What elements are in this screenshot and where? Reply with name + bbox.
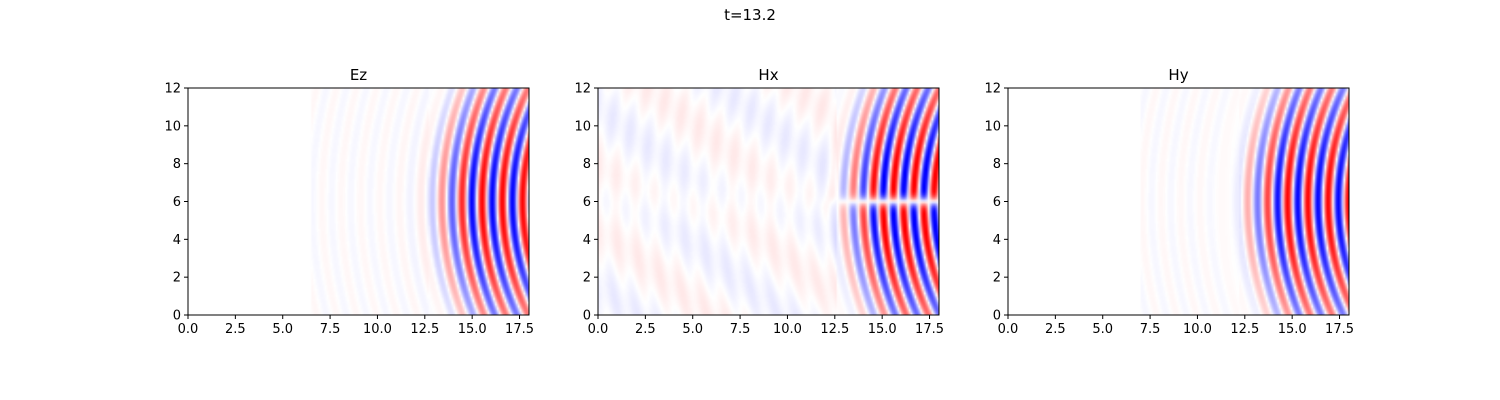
subplot-title: Ez: [350, 66, 367, 84]
x-tick-label: 0.0: [588, 322, 609, 337]
x-tick-label: 5.0: [1092, 322, 1113, 337]
x-tick-label: 7.5: [320, 322, 341, 337]
x-tick-label: 0.0: [998, 322, 1019, 337]
y-tick-label: 8: [583, 157, 591, 172]
x-tick-label: 15.0: [868, 322, 897, 337]
x-tick-label: 17.5: [915, 322, 944, 337]
y-tick-label: 10: [164, 119, 181, 134]
subplot-ez: Ez 0.0 2.5 5.0 7.5 10.0 12.5 15.0 17.5 0 2 4 6 8 10 12: [164, 66, 534, 337]
y-tick-label: 6: [173, 195, 181, 210]
figure-suptitle: t=13.2: [724, 6, 776, 24]
x-tick-label: 2.5: [1045, 322, 1066, 337]
y-tick-label: 12: [574, 82, 591, 97]
x-tick-label: 12.5: [820, 322, 849, 337]
x-tick-label: 7.5: [730, 322, 751, 337]
y-tick-label: 8: [173, 157, 181, 172]
y-tick-label: 2: [993, 271, 1001, 286]
x-tick-label: 12.5: [1230, 322, 1259, 337]
y-tick-label: 6: [583, 195, 591, 210]
y-tick-label: 0: [583, 309, 591, 324]
heatmap-image: [1008, 88, 1349, 315]
y-tick-label: 2: [173, 271, 181, 286]
subplot-title: Hx: [758, 66, 778, 84]
heatmap-image: [188, 88, 529, 315]
y-tick-label: 10: [574, 119, 591, 134]
x-tick-label: 10.0: [1183, 322, 1212, 337]
y-tick-label: 4: [173, 233, 181, 248]
y-tick-label: 8: [993, 157, 1001, 172]
subplot-hy: Hy 0.0 2.5 5.0 7.5 10.0 12.5 15.0 17.5 0 2 4 6 8 10 12: [984, 66, 1354, 337]
subplot-hx: Hx 0.0 2.5 5.0 7.5 10.0 12.5 15.0 17.5 0 2 4 6 8 10 12: [574, 66, 944, 337]
x-tick-label: 15.0: [1278, 322, 1307, 337]
y-tick-label: 10: [984, 119, 1001, 134]
x-tick-label: 15.0: [458, 322, 487, 337]
subplot-title: Hy: [1168, 66, 1188, 84]
heatmap-image: [598, 88, 939, 315]
y-tick-label: 12: [984, 82, 1001, 97]
x-tick-label: 0.0: [178, 322, 199, 337]
y-tick-label: 4: [583, 233, 591, 248]
x-tick-label: 10.0: [363, 322, 392, 337]
x-tick-label: 17.5: [505, 322, 534, 337]
x-tick-label: 10.0: [773, 322, 802, 337]
y-tick-label: 12: [164, 82, 181, 97]
x-tick-label: 2.5: [225, 322, 246, 337]
x-tick-label: 7.5: [1140, 322, 1161, 337]
subplot-panels: Ez0.0 2.5 5.0 7.5 10.0 12.5 15.0 17.5024681012H…: [164, 66, 1354, 337]
y-tick-label: 0: [993, 309, 1001, 324]
x-tick-label: 5.0: [272, 322, 293, 337]
x-tick-label: 12.5: [410, 322, 439, 337]
y-tick-label: 4: [993, 233, 1001, 248]
x-tick-label: 2.5: [635, 322, 656, 337]
y-tick-label: 6: [993, 195, 1001, 210]
x-tick-label: 17.5: [1325, 322, 1354, 337]
x-tick-label: 5.0: [682, 322, 703, 337]
y-tick-label: 0: [173, 309, 181, 324]
y-tick-label: 2: [583, 271, 591, 286]
